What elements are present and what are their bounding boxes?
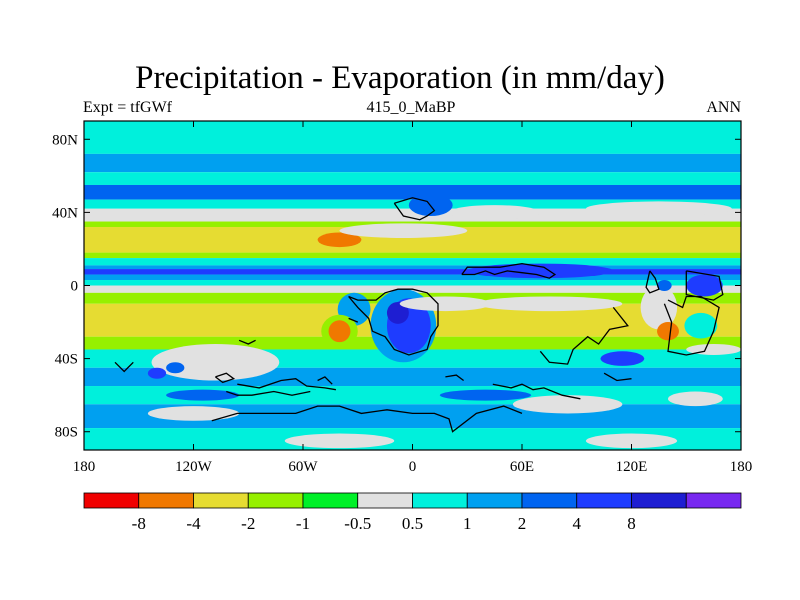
field-region-16: [657, 280, 672, 291]
coastline-17: [238, 339, 256, 345]
coastline-9: [215, 372, 236, 384]
y-tick-label: 40S: [55, 352, 78, 368]
colorbar-label: -2: [241, 514, 255, 533]
coastline-6: [663, 295, 720, 356]
season-label: ANN: [706, 99, 741, 116]
colorbar-box: [466, 492, 523, 509]
x-tick-label: 120W: [175, 459, 213, 475]
axis-ticks: 180 120W 60W 0 60E 120E 180 80N 40N 0 40S 80S: [52, 121, 752, 475]
colorbar-box: [193, 492, 249, 509]
coastline-14: [492, 383, 581, 400]
colorbar-label: -8: [132, 514, 146, 533]
zonal-band-13: [84, 280, 741, 286]
map-plot-area: [84, 121, 741, 450]
colorbar-box: [685, 492, 742, 509]
colorbar-label: -1: [296, 514, 310, 533]
coastline-5: [685, 270, 724, 301]
coastlines: [114, 197, 724, 433]
field-region-14: [476, 296, 623, 312]
y-tick-label: 80N: [52, 132, 78, 148]
coastline-1: [348, 317, 359, 323]
coastline-12: [211, 405, 523, 433]
x-tick-label: 60W: [288, 459, 318, 475]
colorbar-label: -0.5: [344, 514, 371, 533]
coastline-15: [445, 374, 464, 382]
colorbar-box: [576, 492, 632, 509]
zonal-band-12: [84, 274, 741, 281]
zonal-band-22: [84, 428, 741, 450]
colorbar-box: [412, 492, 468, 509]
colorbar-label: -4: [186, 514, 201, 533]
experiment-label: Expt = tfGWf: [83, 99, 172, 116]
x-tick-label: 120E: [616, 459, 648, 475]
field-region-24: [166, 389, 240, 401]
coastline-10: [237, 378, 337, 391]
y-tick-label: 40N: [52, 205, 78, 221]
field-region-5: [585, 201, 732, 217]
field-region-1: [317, 232, 362, 248]
colorbar-label: 1: [463, 514, 472, 533]
colorbar-label: 2: [518, 514, 527, 533]
field-region-29: [585, 433, 678, 449]
colorbar-box: [302, 492, 359, 509]
field-region-2: [339, 223, 468, 238]
y-tick-label: 80S: [55, 425, 78, 441]
zonal-band-5: [84, 208, 741, 222]
coastline-16: [603, 372, 632, 382]
zonal-band-3: [84, 184, 741, 200]
colorbar-box: [138, 492, 194, 509]
zonal-band-2: [84, 172, 741, 185]
field-region-23: [166, 362, 185, 374]
zonal-band-1: [84, 153, 741, 173]
field-region-15: [640, 285, 678, 330]
coastline-2: [393, 197, 436, 221]
field-region-18: [684, 312, 718, 339]
field-region-9: [386, 301, 409, 324]
coastline-0: [348, 288, 439, 356]
colorbar-box: [631, 492, 687, 509]
field-region-27: [668, 391, 723, 407]
field-region-19: [657, 322, 679, 341]
field-region-30: [284, 433, 395, 449]
x-tick-label: 180: [730, 459, 753, 475]
field-region-17: [686, 274, 723, 297]
colorbar: -8 -4 -2 -1 -0.5 0.5 1 2 4 8: [83, 492, 742, 533]
field-region-0: [151, 343, 280, 381]
colorbar-label: 0.5: [402, 514, 423, 533]
zonal-band-11: [84, 269, 741, 275]
field-region-25: [439, 389, 532, 401]
colorbar-label: 4: [573, 514, 582, 533]
zonal-band-9: [84, 258, 741, 266]
field-region-26: [512, 395, 623, 414]
field-region-28: [147, 406, 240, 421]
colorbar-label: 8: [627, 514, 636, 533]
field-region-12: [328, 320, 351, 343]
coastline-7: [539, 306, 629, 365]
coastline-8: [114, 361, 134, 373]
coastline-11: [226, 390, 311, 396]
coastline-13: [317, 376, 333, 385]
time-label: 415_0_MaBP: [366, 99, 456, 116]
colorbar-box: [247, 492, 304, 509]
x-tick-label: 60E: [510, 459, 534, 475]
x-tick-label: 0: [409, 459, 417, 475]
coastline-4: [645, 270, 660, 294]
coastline-3: [461, 262, 557, 279]
plot-title: Precipitation - Evaporation (in mm/day): [135, 60, 665, 96]
colorbar-box: [357, 492, 413, 509]
field-region-13: [399, 296, 491, 312]
field-region-20: [600, 351, 645, 366]
zonal-band-8: [84, 252, 741, 259]
colorbar-box: [521, 492, 578, 509]
field-region-22: [147, 367, 167, 379]
zonal-band-10: [84, 265, 741, 270]
field-region-4: [449, 205, 541, 220]
x-tick-label: 180: [73, 459, 96, 475]
colorbar-box: [83, 492, 140, 509]
y-tick-label: 0: [71, 279, 79, 295]
